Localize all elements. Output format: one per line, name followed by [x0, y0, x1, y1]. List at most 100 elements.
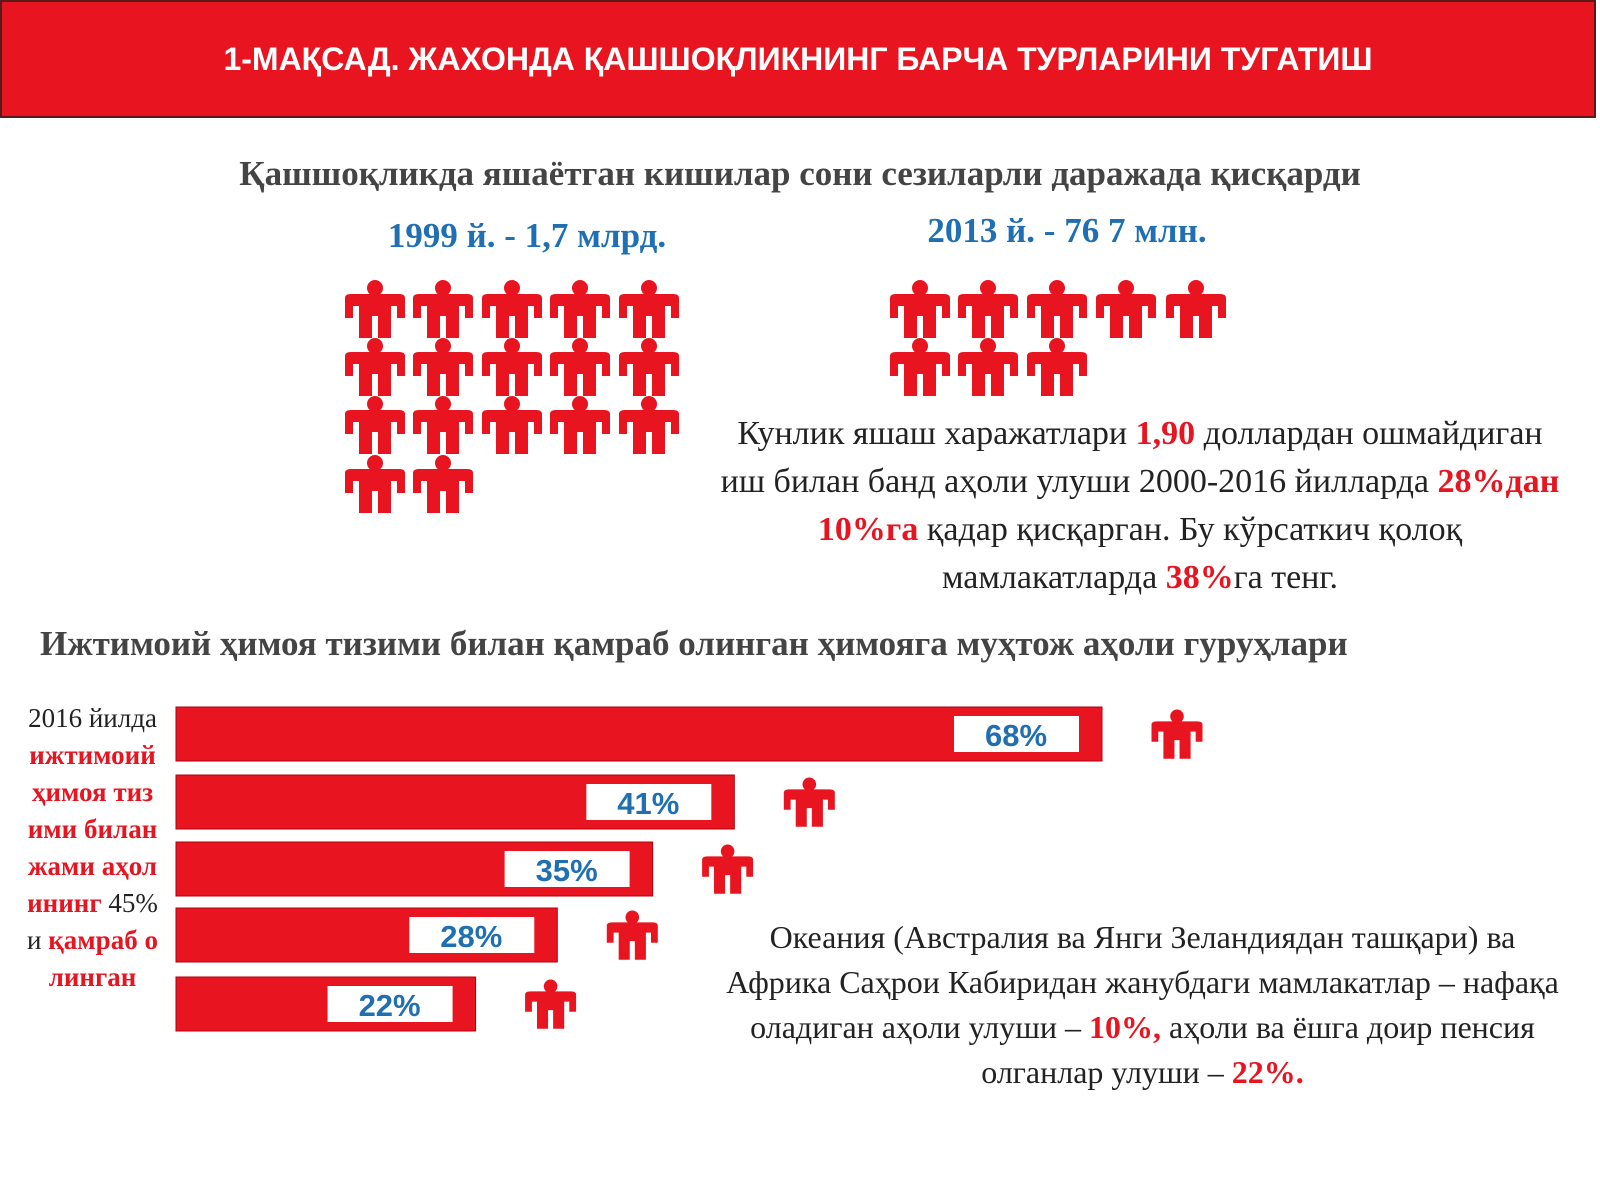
body: [345, 294, 405, 338]
head: [504, 280, 520, 296]
note: Океания (Австралия ва Янги Зеландиядан т…: [715, 915, 1570, 1095]
label-box: [954, 716, 1079, 752]
head: [1188, 280, 1204, 296]
person-icon: [345, 396, 405, 454]
person-icon: [413, 338, 473, 396]
highlight: 22%.: [1231, 1054, 1304, 1090]
text: доллардан ошмайдиган иш билан банд аҳоли…: [720, 415, 1543, 500]
body: [1166, 294, 1226, 338]
paragraph: Кунлик яшаш харажатлари 1,90 доллардан о…: [715, 410, 1565, 602]
year-label: 1999 й. - 1,7 млрд.: [387, 216, 667, 255]
person-icon: [1151, 709, 1203, 759]
label-box: [586, 784, 712, 820]
label-box: [504, 851, 630, 887]
body: [1096, 294, 1156, 338]
body: [482, 352, 542, 396]
value-label: 68%: [985, 718, 1047, 753]
label-box: [409, 917, 535, 953]
head: [1118, 280, 1134, 296]
person-icon: [345, 455, 405, 513]
head: [912, 280, 928, 296]
body: [550, 352, 610, 396]
person-icon: [702, 844, 754, 894]
value-label: 35%: [536, 853, 598, 888]
head: [572, 280, 588, 296]
section-title: Қашшоқликда яшаётган кишилар сони сезила…: [239, 154, 1361, 193]
head: [572, 396, 588, 412]
section-title: Ижтимоий ҳимоя тизими билан қамраб олинг…: [40, 624, 1348, 663]
person-icon: [413, 280, 473, 338]
person-icon: [619, 280, 679, 338]
head: [572, 338, 588, 354]
highlight: қамраб олинган: [41, 925, 158, 992]
body: [1027, 352, 1087, 396]
text: Океания (Австралия ва Янги Зеландиядан т…: [726, 919, 1559, 1045]
body: [413, 352, 473, 396]
head: [980, 280, 996, 296]
person-icon: [413, 396, 473, 454]
value-label: 41%: [617, 786, 679, 821]
body: [958, 294, 1018, 338]
head: [504, 396, 520, 412]
head: [980, 338, 996, 354]
person-icon: [482, 338, 542, 396]
highlight: 28%дан 10%га: [817, 463, 1560, 548]
body: [550, 294, 610, 338]
body: [890, 294, 950, 338]
head: [802, 777, 817, 792]
body: [619, 294, 679, 338]
person-icon: [1027, 338, 1087, 396]
head: [625, 910, 640, 925]
value-label: 28%: [440, 919, 502, 954]
header-title: 1-МАҚСАД. ЖАХОНДА ҚАШШОҚЛИКНИНГ БАРЧА ТУ…: [0, 0, 1596, 118]
body: [482, 294, 542, 338]
body: [345, 469, 405, 513]
body: [702, 856, 754, 894]
text: қадар қисқарган. Бу кўрсаткич қолоқ мамл…: [918, 511, 1463, 596]
person-icon: [958, 280, 1018, 338]
person-icon: [550, 396, 610, 454]
body: [619, 410, 679, 454]
person-icon: [482, 280, 542, 338]
highlight: 10%,: [1088, 1009, 1161, 1045]
head: [367, 455, 383, 471]
label-box: [327, 986, 453, 1022]
person-icon: [783, 777, 835, 827]
year-label: 2013 й. - 76 7 млн.: [927, 211, 1207, 250]
body: [345, 352, 405, 396]
body: [550, 410, 610, 454]
person-icon: [413, 455, 473, 513]
highlight: 38%: [1165, 559, 1234, 596]
body: [890, 352, 950, 396]
person-icon: [525, 979, 577, 1029]
body: [958, 352, 1018, 396]
head: [435, 280, 451, 296]
person-icon: [958, 338, 1018, 396]
person-icon: [890, 338, 950, 396]
head: [1049, 280, 1065, 296]
body: [1027, 294, 1087, 338]
person-icon: [1166, 280, 1226, 338]
highlight: 1,90: [1135, 415, 1196, 452]
body: [783, 789, 835, 827]
body: [525, 991, 577, 1029]
head: [435, 338, 451, 354]
body: [1151, 721, 1203, 759]
head: [435, 455, 451, 471]
value-label: 22%: [359, 988, 421, 1023]
head: [504, 338, 520, 354]
text: Кунлик яшаш харажатлари: [737, 415, 1136, 452]
head: [720, 844, 735, 859]
person-icon: [550, 338, 610, 396]
head: [641, 338, 657, 354]
person-icon: [345, 338, 405, 396]
person-icon: [606, 910, 658, 960]
body: [606, 922, 658, 960]
text: га тенг.: [1233, 559, 1338, 596]
head: [641, 280, 657, 296]
body: [413, 410, 473, 454]
body: [345, 410, 405, 454]
bar: [175, 706, 1103, 762]
